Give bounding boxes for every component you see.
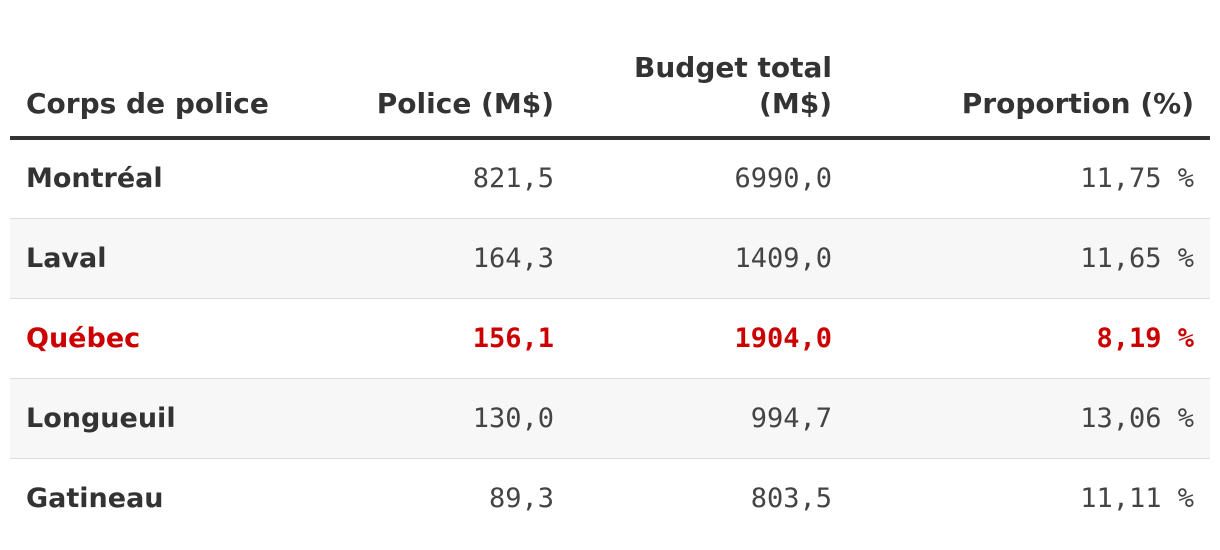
header-police: Police (M$) bbox=[376, 87, 554, 120]
cell-proportion: 11,75 % bbox=[1080, 163, 1194, 195]
header-corps: Corps de police bbox=[26, 87, 269, 120]
cell-name: Longueuil bbox=[26, 402, 176, 434]
cell-proportion: 8,19 % bbox=[1096, 322, 1194, 354]
header-row: Corps de police Police (M$) Budget total… bbox=[10, 40, 1210, 138]
cell-police: 164,3 bbox=[472, 242, 554, 274]
police-budget-table: Corps de police Police (M$) Budget total… bbox=[10, 40, 1210, 538]
table-row: Longueuil 130,0 994,7 13,06 % bbox=[10, 378, 1210, 458]
cell-name: Montréal bbox=[26, 163, 163, 195]
header-budget-line1: Budget total bbox=[634, 51, 832, 84]
cell-name: Québec bbox=[26, 322, 141, 354]
cell-proportion: 11,65 % bbox=[1080, 242, 1194, 274]
cell-police: 821,5 bbox=[472, 163, 554, 195]
cell-budget: 803,5 bbox=[750, 482, 832, 514]
cell-budget: 1904,0 bbox=[734, 322, 832, 354]
header-budget: Budget total (M$) bbox=[570, 40, 848, 138]
table-body: Montréal 821,5 6990,0 11,75 % Laval 164,… bbox=[10, 138, 1210, 538]
table-header: Corps de police Police (M$) Budget total… bbox=[10, 40, 1210, 138]
table-row: Gatineau 89,3 803,5 11,11 % bbox=[10, 458, 1210, 538]
cell-name: Gatineau bbox=[26, 482, 164, 514]
cell-police: 130,0 bbox=[472, 402, 554, 434]
table-row: Laval 164,3 1409,0 11,65 % bbox=[10, 218, 1210, 298]
cell-budget: 6990,0 bbox=[734, 163, 832, 195]
cell-budget: 1409,0 bbox=[734, 242, 832, 274]
police-budget-table-container: Corps de police Police (M$) Budget total… bbox=[10, 40, 1210, 538]
cell-police: 156,1 bbox=[472, 322, 554, 354]
cell-name: Laval bbox=[26, 242, 107, 274]
table-row-highlighted: Québec 156,1 1904,0 8,19 % bbox=[10, 298, 1210, 378]
header-budget-line2: (M$) bbox=[759, 87, 832, 120]
cell-budget: 994,7 bbox=[750, 402, 832, 434]
table-row: Montréal 821,5 6990,0 11,75 % bbox=[10, 138, 1210, 218]
cell-proportion: 11,11 % bbox=[1080, 482, 1194, 514]
cell-police: 89,3 bbox=[488, 482, 554, 514]
cell-proportion: 13,06 % bbox=[1080, 402, 1194, 434]
header-proportion: Proportion (%) bbox=[961, 87, 1194, 120]
